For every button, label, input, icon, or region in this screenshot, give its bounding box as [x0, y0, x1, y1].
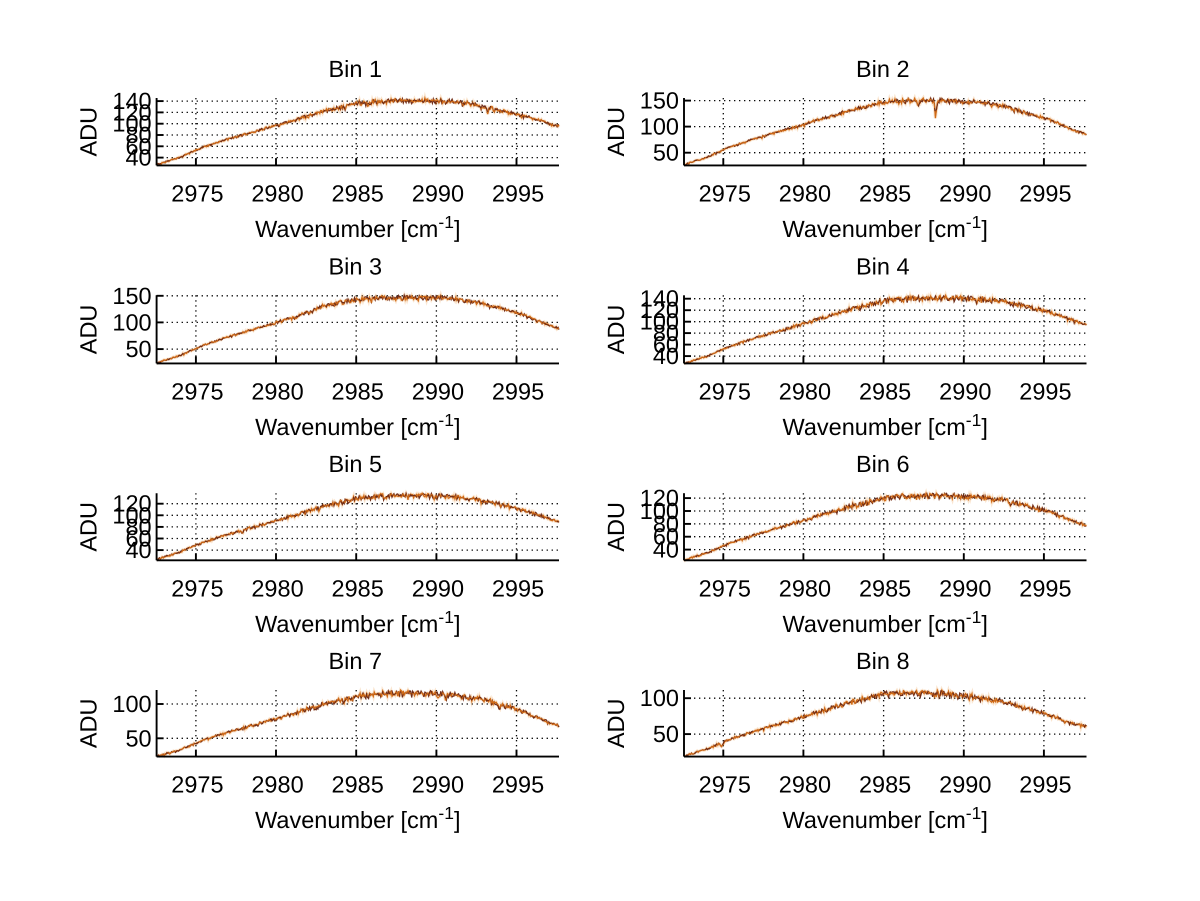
svg-text:2975: 2975: [171, 180, 223, 206]
svg-text:2990: 2990: [412, 180, 464, 206]
svg-text:Wavenumber [cm-1]: Wavenumber [cm-1]: [255, 803, 460, 833]
svg-text:120: 120: [112, 99, 151, 125]
svg-text:ADU: ADU: [76, 305, 102, 355]
svg-text:100: 100: [112, 691, 151, 717]
svg-text:Bin 7: Bin 7: [329, 648, 383, 674]
svg-text:2990: 2990: [412, 772, 464, 798]
svg-text:100: 100: [112, 502, 151, 528]
svg-text:Bin 2: Bin 2: [856, 56, 910, 82]
svg-text:2975: 2975: [171, 772, 223, 798]
svg-text:50: 50: [125, 336, 151, 362]
svg-text:2975: 2975: [171, 575, 223, 601]
svg-text:2990: 2990: [412, 575, 464, 601]
svg-text:ADU: ADU: [76, 698, 102, 748]
svg-text:Bin 3: Bin 3: [329, 253, 383, 279]
svg-text:50: 50: [653, 140, 679, 166]
svg-text:2975: 2975: [699, 575, 751, 601]
svg-text:50: 50: [125, 725, 151, 751]
svg-text:80: 80: [125, 514, 151, 540]
svg-text:60: 60: [653, 524, 679, 550]
svg-text:ADU: ADU: [603, 107, 629, 157]
svg-text:40: 40: [653, 537, 679, 563]
svg-text:Wavenumber [cm-1]: Wavenumber [cm-1]: [255, 212, 460, 242]
svg-text:Bin 5: Bin 5: [329, 451, 383, 477]
svg-text:2985: 2985: [859, 378, 911, 404]
svg-text:Bin 1: Bin 1: [329, 56, 383, 82]
svg-text:2995: 2995: [1019, 378, 1071, 404]
svg-text:100: 100: [640, 114, 679, 140]
svg-text:2990: 2990: [939, 378, 991, 404]
svg-text:2980: 2980: [779, 180, 831, 206]
svg-text:2985: 2985: [332, 378, 384, 404]
svg-text:Wavenumber [cm-1]: Wavenumber [cm-1]: [255, 607, 460, 637]
svg-text:50: 50: [653, 721, 679, 747]
svg-text:120: 120: [640, 485, 679, 511]
svg-text:2985: 2985: [859, 772, 911, 798]
svg-text:2980: 2980: [779, 575, 831, 601]
svg-text:80: 80: [125, 122, 151, 148]
svg-text:2995: 2995: [1019, 575, 1071, 601]
svg-text:ADU: ADU: [603, 305, 629, 355]
svg-text:80: 80: [653, 320, 679, 346]
svg-text:2995: 2995: [1019, 772, 1071, 798]
svg-text:120: 120: [640, 297, 679, 323]
svg-text:2995: 2995: [1019, 180, 1071, 206]
svg-text:120: 120: [112, 491, 151, 517]
svg-text:Bin 6: Bin 6: [856, 451, 910, 477]
svg-text:140: 140: [112, 88, 151, 114]
svg-text:60: 60: [125, 133, 151, 159]
svg-text:Wavenumber [cm-1]: Wavenumber [cm-1]: [255, 410, 460, 440]
svg-text:2990: 2990: [412, 378, 464, 404]
svg-text:ADU: ADU: [603, 502, 629, 552]
svg-text:2985: 2985: [332, 180, 384, 206]
svg-text:2975: 2975: [699, 378, 751, 404]
svg-text:ADU: ADU: [603, 698, 629, 748]
svg-text:ADU: ADU: [76, 107, 102, 157]
svg-text:Wavenumber [cm-1]: Wavenumber [cm-1]: [783, 803, 988, 833]
svg-text:2980: 2980: [779, 378, 831, 404]
svg-text:40: 40: [653, 343, 679, 369]
svg-text:100: 100: [640, 498, 679, 524]
svg-text:2995: 2995: [492, 378, 544, 404]
svg-text:100: 100: [112, 309, 151, 335]
svg-text:100: 100: [640, 685, 679, 711]
svg-text:2980: 2980: [251, 180, 303, 206]
svg-text:40: 40: [125, 537, 151, 563]
svg-text:2985: 2985: [859, 180, 911, 206]
svg-text:140: 140: [640, 286, 679, 312]
svg-text:100: 100: [640, 309, 679, 335]
svg-text:100: 100: [112, 111, 151, 137]
svg-text:60: 60: [125, 526, 151, 552]
svg-text:2985: 2985: [332, 772, 384, 798]
svg-text:Wavenumber [cm-1]: Wavenumber [cm-1]: [783, 212, 988, 242]
svg-text:80: 80: [653, 511, 679, 537]
svg-text:Wavenumber [cm-1]: Wavenumber [cm-1]: [783, 607, 988, 637]
svg-text:2980: 2980: [251, 772, 303, 798]
svg-text:2995: 2995: [492, 575, 544, 601]
svg-text:2995: 2995: [492, 180, 544, 206]
svg-text:Bin 4: Bin 4: [856, 253, 910, 279]
svg-text:2995: 2995: [492, 772, 544, 798]
svg-text:2990: 2990: [939, 575, 991, 601]
svg-text:40: 40: [125, 145, 151, 171]
svg-text:2990: 2990: [939, 180, 991, 206]
svg-text:2980: 2980: [251, 378, 303, 404]
svg-text:Wavenumber [cm-1]: Wavenumber [cm-1]: [783, 410, 988, 440]
svg-text:60: 60: [653, 332, 679, 358]
svg-text:2980: 2980: [251, 575, 303, 601]
svg-text:150: 150: [640, 88, 679, 114]
svg-text:2990: 2990: [939, 772, 991, 798]
svg-text:Bin 8: Bin 8: [856, 648, 910, 674]
svg-text:2985: 2985: [332, 575, 384, 601]
svg-text:2980: 2980: [779, 772, 831, 798]
svg-text:ADU: ADU: [76, 502, 102, 552]
svg-text:2975: 2975: [699, 180, 751, 206]
svg-text:150: 150: [112, 283, 151, 309]
svg-text:2975: 2975: [699, 772, 751, 798]
svg-text:2975: 2975: [171, 378, 223, 404]
svg-text:2985: 2985: [859, 575, 911, 601]
